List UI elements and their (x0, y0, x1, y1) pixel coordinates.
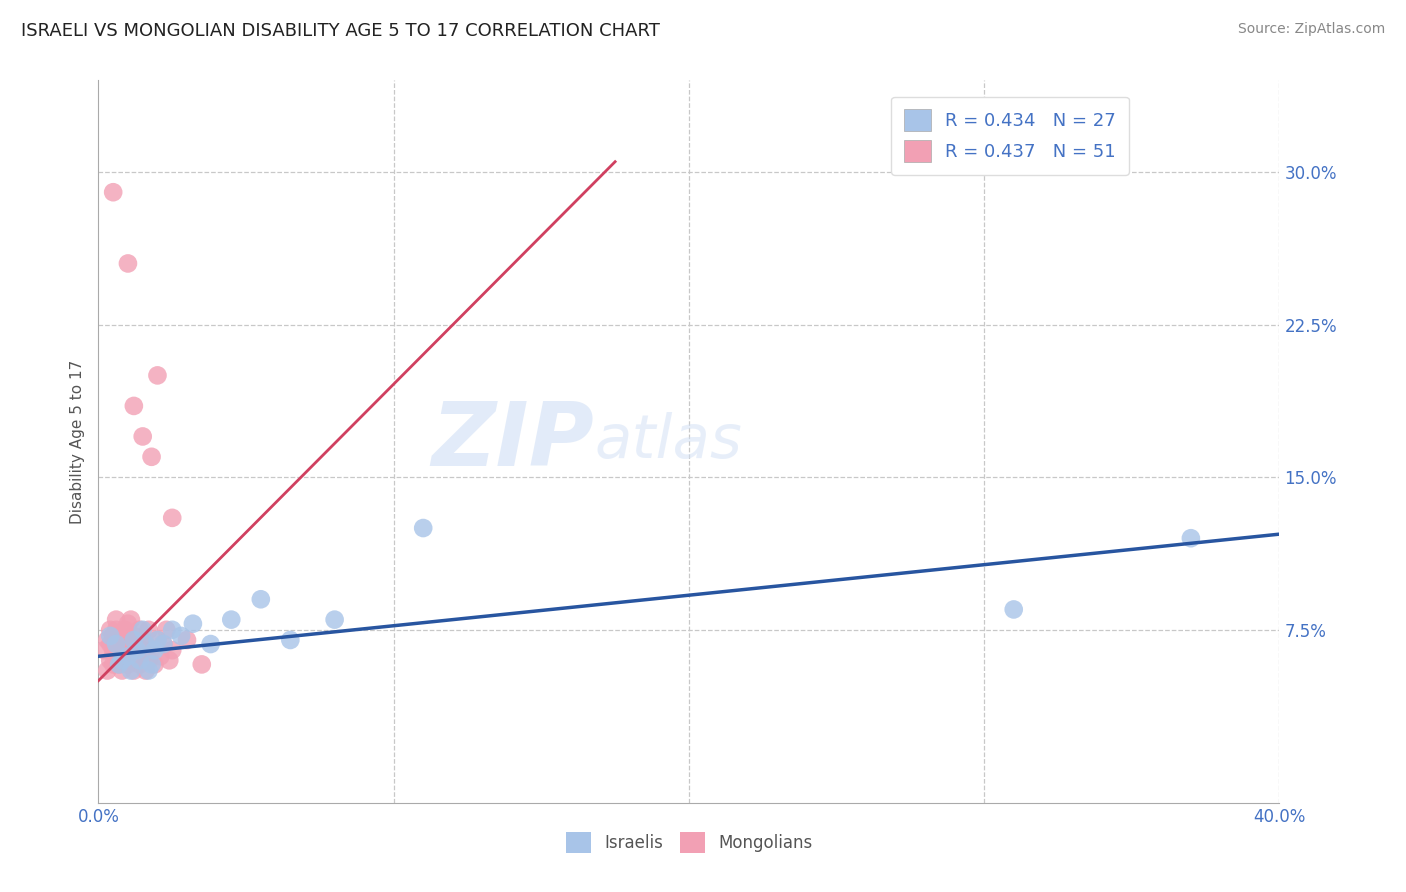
Point (111, 649, 134, 664)
Point (120, 632, 142, 647)
Point (141, 643, 163, 657)
Point (93, 643, 115, 657)
Point (105, 613, 128, 627)
Point (125, 653, 148, 667)
Point (221, 613, 243, 627)
Point (120, 664, 142, 678)
Point (117, 657, 139, 672)
Point (105, 653, 128, 667)
Point (138, 623, 160, 637)
Point (412, 521, 434, 535)
Point (146, 632, 169, 647)
Point (170, 629, 193, 643)
Point (1180, 531, 1202, 545)
Point (128, 653, 150, 667)
Point (149, 649, 172, 664)
Point (103, 643, 125, 657)
Point (117, 616, 139, 631)
Point (323, 613, 346, 627)
Point (120, 613, 142, 627)
Point (98, 637, 121, 651)
Point (146, 632, 169, 647)
Point (105, 637, 128, 651)
Point (157, 653, 180, 667)
Point (146, 368, 169, 383)
Text: ISRAELI VS MONGOLIAN DISABILITY AGE 5 TO 17 CORRELATION CHART: ISRAELI VS MONGOLIAN DISABILITY AGE 5 TO… (21, 22, 659, 40)
Point (250, 592, 273, 607)
Point (103, 185, 125, 199)
Point (120, 649, 142, 664)
Point (122, 399, 145, 413)
Point (162, 623, 183, 637)
Point (122, 632, 145, 647)
Point (111, 664, 134, 678)
Point (143, 643, 166, 657)
Point (128, 657, 150, 672)
Point (122, 664, 145, 678)
Point (122, 629, 145, 643)
Point (1002, 602, 1025, 616)
Point (114, 623, 136, 637)
Point (132, 429, 155, 443)
Point (108, 643, 131, 657)
Point (135, 664, 157, 678)
Point (191, 657, 214, 672)
Point (114, 653, 136, 667)
Point (122, 643, 145, 657)
Point (138, 664, 160, 678)
Point (155, 623, 177, 637)
Y-axis label: Disability Age 5 to 17: Disability Age 5 to 17 (69, 359, 84, 524)
Point (103, 629, 125, 643)
Point (200, 637, 222, 651)
Point (125, 637, 148, 651)
Point (138, 653, 160, 667)
Point (96, 664, 118, 678)
Point (162, 643, 183, 657)
Point (105, 623, 128, 637)
Point (128, 623, 150, 637)
Point (108, 632, 131, 647)
Point (117, 643, 139, 657)
Point (114, 637, 136, 651)
Text: Source: ZipAtlas.com: Source: ZipAtlas.com (1237, 22, 1385, 37)
Point (143, 657, 166, 672)
Point (105, 637, 128, 651)
Point (103, 657, 125, 672)
Point (98, 623, 121, 637)
Point (152, 637, 174, 651)
Point (117, 256, 139, 270)
Point (132, 632, 155, 647)
Point (181, 616, 204, 631)
Point (280, 632, 302, 647)
Point (98, 629, 121, 643)
Text: ZIP: ZIP (432, 398, 595, 485)
Point (111, 653, 134, 667)
Point (135, 637, 157, 651)
Point (132, 623, 155, 637)
Point (108, 657, 131, 672)
Point (152, 637, 174, 651)
Text: atlas: atlas (595, 412, 742, 471)
Point (132, 649, 155, 664)
Point (141, 450, 163, 464)
Point (98, 653, 121, 667)
Point (162, 511, 183, 525)
Point (96, 632, 118, 647)
Point (135, 637, 157, 651)
Point (141, 657, 163, 672)
Point (125, 643, 148, 657)
Point (108, 657, 131, 672)
Legend: Israelis, Mongolians: Israelis, Mongolians (560, 826, 818, 860)
Point (176, 632, 198, 647)
Point (111, 629, 134, 643)
Point (117, 649, 139, 664)
